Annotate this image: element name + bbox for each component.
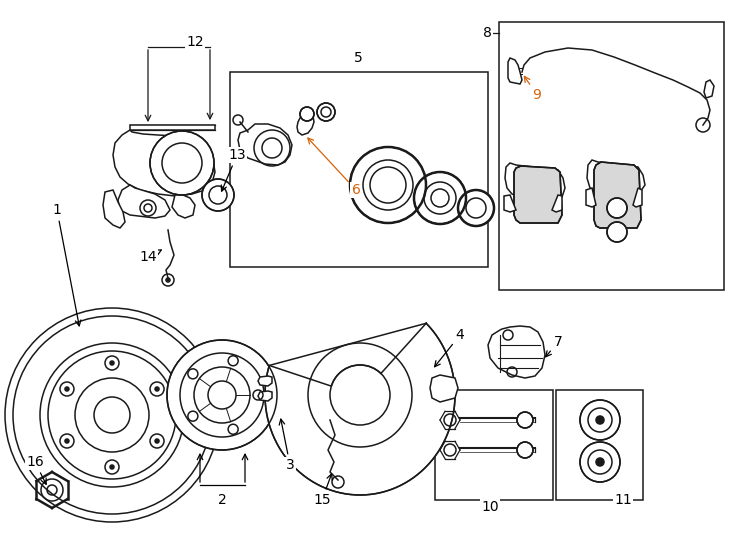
Text: 1: 1 (53, 203, 81, 326)
Text: 5: 5 (354, 51, 363, 65)
Circle shape (166, 278, 170, 282)
Text: 6: 6 (308, 138, 360, 197)
Polygon shape (430, 375, 458, 402)
Circle shape (155, 439, 159, 443)
Polygon shape (265, 323, 455, 495)
Circle shape (580, 442, 620, 482)
Bar (499, 22, 724, 290)
Text: 8: 8 (482, 26, 492, 40)
Polygon shape (238, 124, 292, 165)
Polygon shape (488, 326, 545, 378)
Polygon shape (130, 125, 215, 130)
Circle shape (110, 361, 114, 365)
Text: 11: 11 (614, 493, 632, 507)
Circle shape (607, 198, 627, 218)
Circle shape (65, 439, 69, 443)
Text: 7: 7 (545, 335, 562, 357)
Polygon shape (633, 188, 642, 207)
Polygon shape (258, 391, 272, 401)
Circle shape (580, 400, 620, 440)
Text: 4: 4 (435, 328, 465, 367)
Circle shape (350, 147, 426, 223)
Polygon shape (552, 195, 562, 212)
Circle shape (607, 222, 627, 242)
Circle shape (517, 412, 533, 428)
Circle shape (596, 416, 604, 424)
Bar (230, 72, 488, 267)
Circle shape (596, 458, 604, 466)
Circle shape (414, 172, 466, 224)
Text: 8: 8 (482, 28, 492, 42)
Bar (556, 390, 643, 500)
Text: 9: 9 (524, 77, 542, 102)
Polygon shape (594, 162, 641, 228)
Circle shape (458, 190, 494, 226)
Circle shape (150, 131, 214, 195)
Polygon shape (704, 80, 714, 98)
Polygon shape (505, 163, 565, 197)
Polygon shape (258, 376, 272, 386)
Polygon shape (586, 188, 596, 207)
Circle shape (110, 465, 114, 469)
Polygon shape (514, 166, 562, 223)
Text: 15: 15 (313, 474, 333, 507)
Polygon shape (297, 112, 314, 135)
Text: 10: 10 (482, 500, 499, 514)
Circle shape (155, 387, 159, 391)
Bar (435, 390, 553, 500)
Polygon shape (504, 195, 516, 212)
Text: 14: 14 (139, 250, 161, 264)
Circle shape (317, 103, 335, 121)
Polygon shape (587, 160, 645, 192)
Text: 16: 16 (26, 455, 46, 484)
Circle shape (517, 442, 533, 458)
Polygon shape (113, 130, 215, 196)
Text: 2: 2 (217, 493, 226, 507)
Polygon shape (103, 190, 125, 228)
Circle shape (202, 179, 234, 211)
Text: 13: 13 (221, 148, 246, 191)
Polygon shape (118, 185, 170, 218)
Text: 3: 3 (279, 419, 294, 472)
Polygon shape (508, 58, 522, 84)
Circle shape (300, 107, 314, 121)
Polygon shape (172, 195, 195, 218)
Text: 12: 12 (186, 35, 204, 49)
Circle shape (167, 340, 277, 450)
Circle shape (65, 387, 69, 391)
